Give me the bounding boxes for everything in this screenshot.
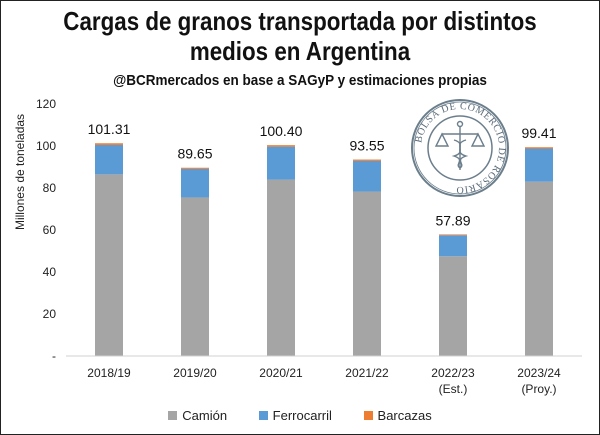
bar-barcazas-2020-21 [267,145,295,147]
bar-barcazas-2021-22 [353,159,381,161]
bar-camion-2023-24 [525,181,553,356]
x-tick-label: 2021/22 [345,366,389,380]
legend-item-barcazas: Barcazas [363,408,432,423]
y-tick-label: 120 [36,97,56,111]
chart-subtitle: @BCRmercados en base a SAGyP y estimacio… [113,72,487,89]
bar-barcazas-2018-19 [95,143,123,145]
total-data-label: 101.31 [88,121,131,137]
legend-item-camion: Camión [168,408,227,423]
bars: 101.31 89.65 100.40 93.55 57.89 99.41 [88,121,557,356]
y-tick-label: - [52,349,56,363]
bar-camion-2018-19 [95,174,123,356]
legend-label-barcazas: Barcazas [377,408,432,423]
total-data-label: 89.65 [177,146,212,162]
x-tick-label: 2019/20 [173,366,217,380]
bar-barcazas-2019-20 [181,167,209,169]
bar-camion-2020-21 [267,179,295,356]
legend-item-ferrocarril: Ferrocarril [258,408,332,423]
chart-title: Cargas de granos transportada por distin… [63,6,537,66]
y-tick-label: 60 [43,223,57,237]
bar-ferrocarril-2023-24 [525,148,553,182]
total-data-label: 99.41 [521,125,556,141]
legend-swatch-barcazas [363,411,373,420]
bar-barcazas-2022-23 [439,234,467,236]
bar-ferrocarril-2021-22 [353,160,381,192]
x-tick-label: 2022/23 [431,366,475,380]
bar-ferrocarril-2018-19 [95,144,123,175]
legend-label-ferrocarril: Ferrocarril [272,408,332,423]
legend-swatch-ferrocarril [258,411,268,420]
bar-ferrocarril-2019-20 [181,168,209,198]
seal-watermark: BOLSA DE COMERCIO DE ROSARIO [411,99,509,197]
total-data-label: 100.40 [260,123,303,139]
legend-label-camion: Camión [182,408,228,423]
x-tick-label: 2023/24 [517,366,561,380]
x-tick-note: (Proy.) [521,382,556,396]
chart-legend: Camión Ferrocarril Barcazas [0,408,600,423]
bar-ferrocarril-2022-23 [439,235,467,257]
total-data-label: 57.89 [435,212,470,228]
x-tick-label: 2020/21 [259,366,303,380]
y-axis-label: Millones de toneladas [13,114,27,230]
bar-barcazas-2023-24 [525,147,553,149]
bar-ferrocarril-2020-21 [267,146,295,180]
bar-camion-2022-23 [439,256,467,356]
bar-camion-2021-22 [353,191,381,356]
x-tick-note: (Est.) [439,382,468,396]
y-tick-label: 20 [43,307,57,321]
y-tick-label: 40 [43,265,57,279]
bar-camion-2019-20 [181,197,209,356]
caduceus-icon [434,120,486,170]
y-axis: - 20 40 60 80 100 120 [36,97,56,363]
total-data-label: 93.55 [349,138,384,154]
legend-swatch-camion [168,411,178,420]
y-tick-label: 100 [36,139,56,153]
x-tick-label: 2018/19 [87,366,131,380]
y-tick-label: 80 [43,181,57,195]
x-axis: 2018/19 2019/20 2020/21 2021/22 2022/23 (Est.… [87,366,561,396]
